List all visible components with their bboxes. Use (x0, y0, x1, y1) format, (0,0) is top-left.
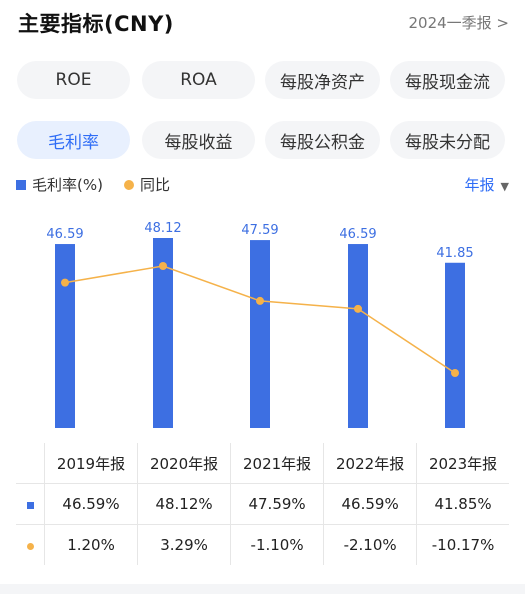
bar-marker-icon (26, 502, 34, 509)
bar-data-label: 46.59 (339, 227, 376, 242)
legend-bar: 毛利率(%) (16, 174, 103, 195)
chip-nav-per-share[interactable]: 每股净资产 (265, 61, 380, 99)
period-select-label: 年报 (464, 176, 495, 194)
bar-1[interactable] (153, 238, 173, 428)
gross-margin-chart: 46.59 48.12 47.59 46.59 41.85 (46, 221, 474, 428)
table-cell: 48.12% (137, 483, 232, 525)
chip-eps[interactable]: 每股收益 (142, 121, 255, 159)
chip-roe[interactable]: ROE (17, 61, 130, 99)
table-row-yoy: 1.20% 3.29% -1.10% -2.10% -10.17% (16, 524, 509, 565)
bar-2[interactable] (250, 240, 270, 428)
chip-reserve-per-share[interactable]: 每股公积金 (265, 121, 380, 159)
table-header: 2021年报 (230, 443, 325, 484)
yoy-point-1[interactable] (159, 262, 167, 270)
chip-roa[interactable]: ROA (142, 61, 255, 99)
line-marker-icon (26, 543, 34, 550)
line-legend-swatch (124, 179, 134, 190)
bar-data-label: 47.59 (241, 223, 278, 238)
legend-bar-label: 毛利率(%) (32, 176, 103, 194)
table-cell: -10.17% (416, 524, 509, 565)
chip-undistributed-per-share[interactable]: 每股未分配 (390, 121, 505, 159)
table-header: 2019年报 (43, 443, 139, 484)
table-cell: 3.29% (137, 524, 232, 565)
bar-data-label: 41.85 (436, 246, 473, 261)
page-title: 主要指标(CNY) (18, 12, 174, 36)
table-cell: -1.10% (230, 524, 325, 565)
chevron-down-icon: ▼ (500, 180, 509, 193)
row-marker (16, 524, 45, 565)
chip-cashflow-per-share[interactable]: 每股现金流 (390, 61, 505, 99)
table-cell: 46.59% (43, 483, 139, 525)
table-cell: -2.10% (323, 524, 418, 565)
table-cell: 46.59% (323, 483, 418, 525)
table-cell: 47.59% (230, 483, 325, 525)
data-table: 2019年报 2020年报 2021年报 2022年报 2023年报 46.59… (16, 443, 509, 565)
chip-gross-margin[interactable]: 毛利率 (17, 121, 130, 159)
yoy-point-0[interactable] (61, 278, 69, 287)
chart-legend: 毛利率(%) 同比 年报 ▼ (16, 172, 509, 196)
yoy-point-4[interactable] (451, 369, 459, 377)
bar-0[interactable] (55, 244, 75, 428)
bar-4[interactable] (445, 262, 465, 428)
table-header: 2022年报 (323, 443, 418, 484)
bottom-divider (0, 584, 525, 594)
header: 主要指标(CNY) 2024一季报 > (18, 6, 509, 38)
table-cell: 41.85% (416, 483, 509, 525)
table-row-gross-margin: 46.59% 48.12% 47.59% 46.59% 41.85% (16, 483, 509, 525)
bar-3[interactable] (348, 244, 368, 428)
row-marker (16, 483, 45, 525)
legend-line: 同比 (124, 174, 170, 195)
bar-data-label: 46.59 (46, 227, 83, 242)
yoy-point-3[interactable] (354, 304, 362, 313)
table-header: 2023年报 (416, 443, 509, 484)
legend-line-label: 同比 (140, 176, 171, 194)
table-corner (16, 443, 45, 484)
bar-data-label: 48.12 (144, 221, 181, 236)
yoy-point-2[interactable] (256, 296, 264, 305)
table-header: 2020年报 (137, 443, 232, 484)
bar-legend-swatch (16, 179, 26, 190)
report-period-link[interactable]: 2024一季报 > (408, 14, 509, 32)
period-select[interactable]: 年报 ▼ (465, 174, 509, 195)
table-header-row: 2019年报 2020年报 2021年报 2022年报 2023年报 (16, 443, 509, 484)
table-cell: 1.20% (43, 524, 139, 565)
